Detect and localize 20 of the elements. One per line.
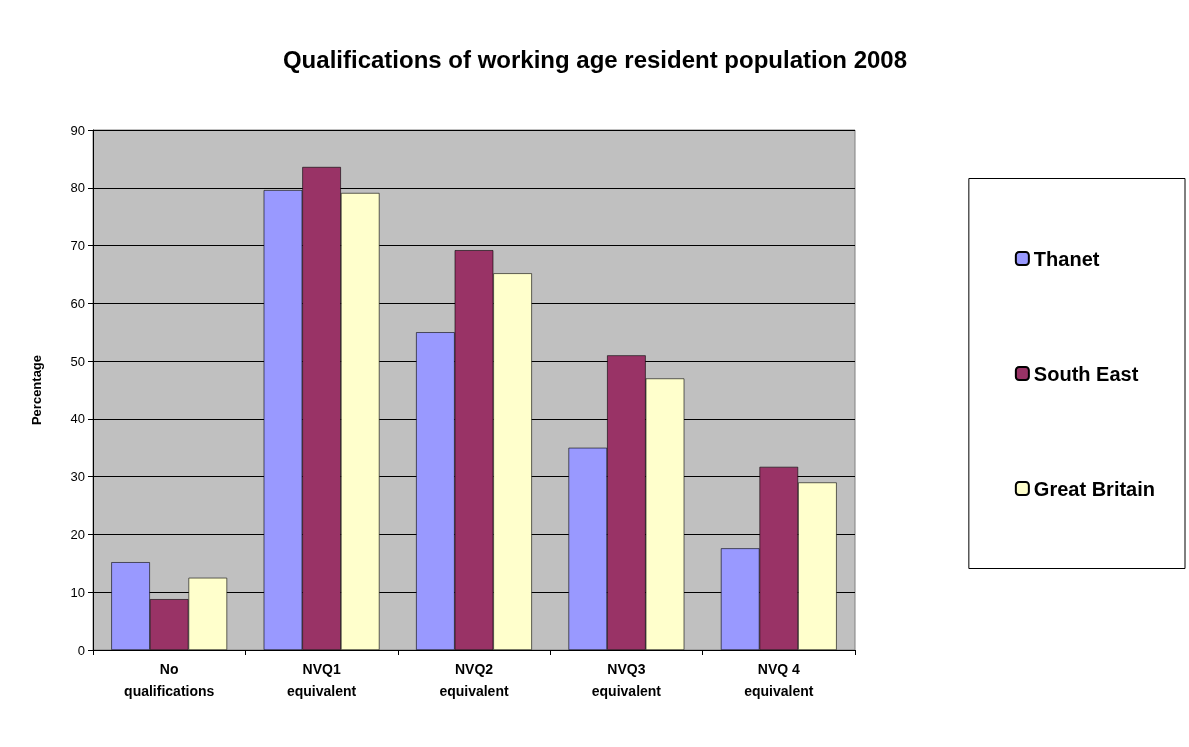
- y-tick-label: 50: [70, 353, 85, 369]
- x-tick-label: NVQ1 equivalent: [286, 661, 357, 699]
- y-tick-label: 80: [70, 180, 85, 196]
- y-tick-label: 40: [70, 411, 85, 427]
- x-tick-label: NVQ2 equivalent: [439, 661, 509, 699]
- y-tick-label: 30: [70, 469, 85, 485]
- y-tick-label: 20: [70, 526, 85, 542]
- x-tick-label: No qualifications: [124, 661, 215, 699]
- legend-label: Great Britain: [1033, 477, 1156, 500]
- legend-label: South East: [1033, 362, 1139, 385]
- legend-label: Thanet: [1033, 247, 1100, 270]
- y-tick-label: 0: [77, 642, 85, 658]
- y-tick-label: 90: [70, 122, 85, 138]
- x-tick-label: NVQ 4 equivalent: [744, 661, 814, 699]
- x-tick-label: NVQ3 equivalent: [591, 661, 662, 699]
- y-tick-label: 70: [70, 238, 85, 254]
- y-tick-label: 60: [70, 295, 85, 311]
- y-axis-title: Percentage: [29, 354, 44, 426]
- y-tick-label: 10: [70, 584, 85, 600]
- chart-title: Qualifications of working age resident population 2008: [282, 45, 908, 73]
